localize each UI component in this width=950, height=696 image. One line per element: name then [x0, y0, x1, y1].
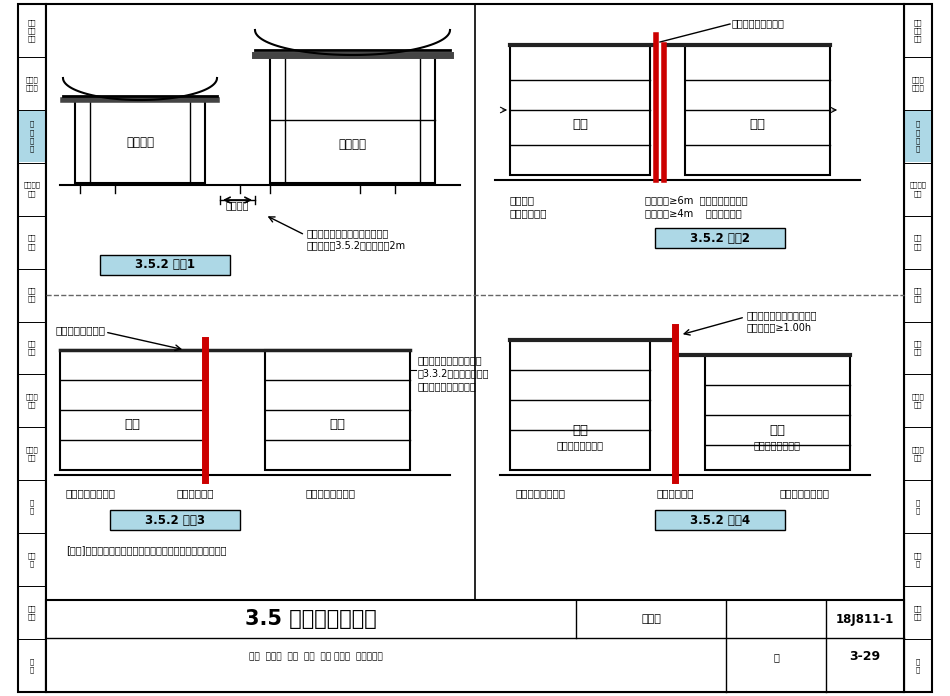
Bar — [904, 4, 932, 692]
Text: 任一侧外墙为防火墙且屋顶: 任一侧外墙为防火墙且屋顶 — [747, 310, 818, 320]
Text: 3.5.2 图示3: 3.5.2 图示3 — [145, 514, 205, 526]
Text: 消防的
设备: 消防的 设备 — [26, 393, 38, 409]
Bar — [655, 228, 785, 248]
Text: 灭火
设施: 灭火 设施 — [28, 340, 36, 356]
Text: 的耐火极限≥1.00h: 的耐火极限≥1.00h — [747, 322, 812, 332]
Bar — [60, 350, 205, 470]
Text: 消防的
设备: 消防的 设备 — [912, 393, 924, 409]
Bar — [905, 111, 931, 161]
Bar — [510, 340, 650, 470]
Text: 丙类仓库: 丙类仓库 — [510, 195, 535, 205]
Text: 3.5.2 图示1: 3.5.2 图示1 — [135, 258, 195, 271]
Text: 仓库: 仓库 — [330, 418, 346, 432]
Text: 单、多层戊类仓库之间的防火间: 单、多层戊类仓库之间的防火间 — [307, 228, 390, 238]
Text: 仓库: 仓库 — [572, 423, 588, 436]
Text: 仓库: 仓库 — [770, 423, 786, 436]
Text: 3.5.2 图示4: 3.5.2 图示4 — [690, 514, 750, 526]
Text: 木结
构: 木结 构 — [914, 553, 922, 567]
Text: 电
气: 电 气 — [916, 500, 921, 514]
Text: 总术特
别语号: 总术特 别语号 — [26, 76, 38, 90]
Bar — [110, 510, 240, 530]
Text: 第3.3.2条一座仓库的最: 第3.3.2条一座仓库的最 — [418, 368, 489, 378]
Text: 目录
编制
说明: 目录 编制 说明 — [28, 19, 36, 42]
Text: 防火间距不限: 防火间距不限 — [656, 488, 694, 498]
Text: 防火间距不限: 防火间距不限 — [177, 488, 214, 498]
Bar — [265, 350, 410, 470]
Text: 防火间距≥4m    丁、戊类仓库: 防火间距≥4m 丁、戊类仓库 — [645, 208, 742, 218]
Text: 木结
构: 木结 构 — [28, 553, 36, 567]
Text: 页: 页 — [773, 652, 779, 662]
Text: 丙、丁、戊类仓库: 丙、丁、戊类仓库 — [305, 488, 355, 498]
Text: 一、二级耐火等级: 一、二级耐火等级 — [754, 440, 801, 450]
Text: 3.5.2 图示2: 3.5.2 图示2 — [690, 232, 750, 244]
Text: 城市
道路: 城市 道路 — [28, 606, 36, 620]
Text: 甲、乙类
厂库: 甲、乙类 厂库 — [909, 182, 926, 196]
Text: 3.5 仓库的防火间距: 3.5 仓库的防火间距 — [245, 609, 377, 629]
Text: 丙、丁、戊类仓库: 丙、丁、戊类仓库 — [780, 488, 830, 498]
Text: 丁、戊类仓库: 丁、戊类仓库 — [510, 208, 547, 218]
Text: 一、二级耐火等级: 一、二级耐火等级 — [557, 440, 603, 450]
Bar — [510, 45, 650, 175]
Text: 建筑
构造: 建筑 构造 — [28, 287, 36, 303]
Bar — [685, 45, 830, 175]
Text: 相邻外墙均为防火墙: 相邻外墙均为防火墙 — [732, 18, 785, 28]
Text: 总术特
别语号: 总术特 别语号 — [912, 76, 924, 90]
Text: 仓库: 仓库 — [124, 418, 141, 432]
Text: 18J811-1: 18J811-1 — [836, 612, 894, 626]
Text: 仓库: 仓库 — [572, 118, 588, 132]
Text: 仓库: 仓库 — [750, 118, 766, 132]
Text: 丙、丁、戊类仓库: 丙、丁、戊类仓库 — [515, 488, 565, 498]
Text: [注释]当防火间距不限时，图示中防火墙应无门、窗、洞口。: [注释]当防火间距不限时，图示中防火墙应无门、窗、洞口。 — [66, 545, 226, 555]
Bar — [19, 111, 45, 161]
Bar — [655, 510, 785, 530]
Text: 供暖、
通风: 供暖、 通风 — [26, 447, 38, 461]
Text: 图集号: 图集号 — [641, 614, 661, 624]
Text: 防火间距: 防火间距 — [226, 200, 249, 210]
Bar — [705, 355, 850, 470]
Text: 局占地面积不大于本规范: 局占地面积不大于本规范 — [418, 355, 483, 365]
Text: 厂
和
仓
库: 厂 和 仓 库 — [916, 121, 921, 152]
Text: 防火间距≥6m  丙、丁、戊类仓库: 防火间距≥6m 丙、丁、戊类仓库 — [645, 195, 748, 205]
Text: 建筑
构造: 建筑 构造 — [914, 287, 922, 303]
Text: 附
录: 附 录 — [29, 658, 34, 673]
Text: 附
录: 附 录 — [916, 658, 921, 673]
Text: 戊类仓库: 戊类仓库 — [126, 136, 154, 148]
Text: 3-29: 3-29 — [849, 651, 881, 663]
Text: 较高一面为防火墙: 较高一面为防火墙 — [55, 325, 105, 335]
Bar — [75, 100, 205, 183]
Text: 民用
建筑: 民用 建筑 — [914, 235, 922, 249]
Text: 目录
编制
说明: 目录 编制 说明 — [914, 19, 922, 42]
Text: 电
气: 电 气 — [29, 500, 34, 514]
Text: 供暖、
通风: 供暖、 通风 — [912, 447, 924, 461]
Text: 民用
建筑: 民用 建筑 — [28, 235, 36, 249]
Text: 厂
和
仓
库: 厂 和 仓 库 — [29, 121, 34, 152]
Bar — [100, 255, 230, 275]
Text: 丙、丁、戊类仓库: 丙、丁、戊类仓库 — [65, 488, 115, 498]
Bar — [18, 4, 46, 692]
Bar — [46, 600, 904, 692]
Text: 灭火
设施: 灭火 设施 — [914, 340, 922, 356]
Text: 戊类仓库: 戊类仓库 — [338, 139, 367, 152]
Text: 大允许占地面积规定时: 大允许占地面积规定时 — [418, 381, 477, 391]
Text: 城市
道路: 城市 道路 — [914, 606, 922, 620]
Text: 审核  蔡昭图  校对  林英  设计 李晚宁  项目负责人: 审核 蔡昭图 校对 林英 设计 李晚宁 项目负责人 — [249, 653, 383, 661]
Text: 甲、乙类
厂库: 甲、乙类 厂库 — [24, 182, 41, 196]
Bar — [270, 55, 435, 183]
Text: 距，可按表3.5.2的规定减少2m: 距，可按表3.5.2的规定减少2m — [307, 240, 407, 250]
